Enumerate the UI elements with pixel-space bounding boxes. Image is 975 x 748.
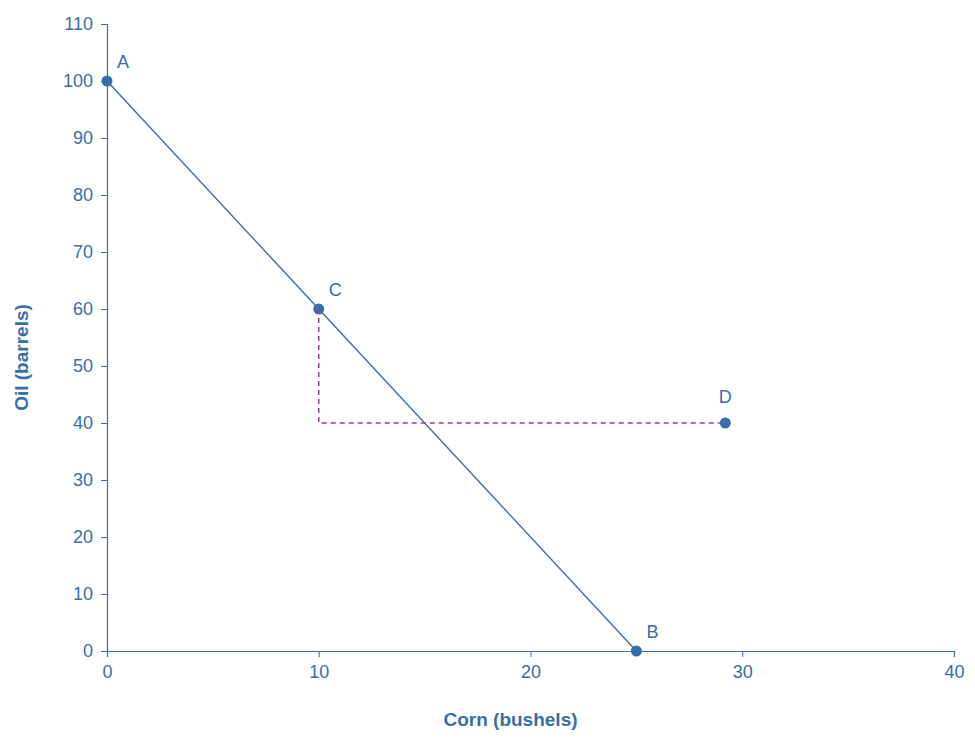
y-tick-mark: [101, 423, 107, 424]
y-tick-label: 50: [73, 356, 93, 376]
point-label: C: [329, 280, 342, 300]
x-axis: 0 10 20 30 40: [102, 651, 964, 682]
x-tick: 0: [102, 651, 112, 682]
y-tick: 70: [73, 242, 107, 262]
dashed-line: [319, 309, 726, 423]
y-tick-mark: [101, 594, 107, 595]
y-tick: 20: [73, 527, 107, 547]
x-tick-label: 20: [521, 662, 541, 682]
y-tick-label: 0: [83, 641, 93, 661]
x-tick: 10: [309, 651, 329, 682]
y-axis: 0 10 20 30 40 50 60 70 80 90 100 110: [63, 14, 108, 661]
y-tick-mark: [101, 195, 107, 196]
y-tick-mark: [101, 480, 107, 481]
x-tick-label: 10: [309, 662, 329, 682]
x-axis-line: [108, 652, 955, 658]
y-tick: 50: [73, 356, 107, 376]
y-tick-mark: [101, 366, 107, 367]
plot: 0 10 20 30 40 0 10 20 30 40 50 60 70 80 90 100 110 A C B D: [63, 14, 965, 682]
point: [102, 76, 113, 87]
y-tick-label: 10: [73, 584, 93, 604]
y-tick-label: 110: [64, 14, 93, 34]
y-tick: 0: [83, 641, 107, 661]
y-tick: 10: [73, 584, 107, 604]
point: [631, 646, 642, 657]
point-labels: A C B D: [117, 52, 732, 642]
y-tick: 40: [73, 413, 107, 433]
point-label: B: [646, 622, 658, 642]
point-label: A: [117, 52, 129, 72]
x-tick-label: 30: [733, 662, 753, 682]
y-tick: 90: [73, 128, 107, 148]
y-tick-label: 80: [73, 185, 93, 205]
x-tick-mark: [531, 651, 532, 657]
x-tick: 40: [944, 651, 964, 682]
x-tick-label: 0: [102, 662, 112, 682]
y-tick: 80: [73, 185, 107, 205]
y-axis-line: [101, 25, 108, 652]
point-label: D: [719, 387, 732, 407]
x-tick-label: 40: [944, 662, 964, 682]
x-tick: 20: [521, 651, 541, 682]
y-tick-label: 70: [73, 242, 93, 262]
y-tick: 110: [64, 14, 107, 34]
chart: 0 10 20 30 40 0 10 20 30 40 50 60 70 80 90 100 110 A C B D Co…: [0, 0, 975, 748]
y-tick-mark: [101, 24, 107, 25]
y-tick: 60: [73, 299, 107, 319]
y-tick-label: 60: [73, 299, 93, 319]
y-tick-label: 20: [73, 527, 93, 547]
y-tick-mark: [101, 138, 107, 139]
point: [720, 418, 731, 429]
y-tick-mark: [101, 309, 107, 310]
y-tick: 100: [63, 71, 107, 91]
y-tick-mark: [101, 252, 107, 253]
frontier-line: [107, 81, 636, 651]
x-tick-mark: [319, 651, 320, 657]
y-tick-mark: [101, 537, 107, 538]
marks: [102, 76, 731, 657]
y-tick-label: 40: [73, 413, 93, 433]
x-axis-title: Corn (bushels): [443, 709, 577, 730]
y-tick: 30: [73, 470, 107, 490]
y-tick-label: 90: [73, 128, 93, 148]
y-tick-mark: [101, 651, 107, 652]
y-tick-label: 30: [73, 470, 93, 490]
x-tick-mark: [742, 651, 743, 657]
x-tick-mark: [954, 651, 955, 657]
y-tick-label: 100: [63, 71, 93, 91]
x-tick: 30: [733, 651, 753, 682]
y-axis-title: Oil (barrels): [11, 304, 32, 411]
